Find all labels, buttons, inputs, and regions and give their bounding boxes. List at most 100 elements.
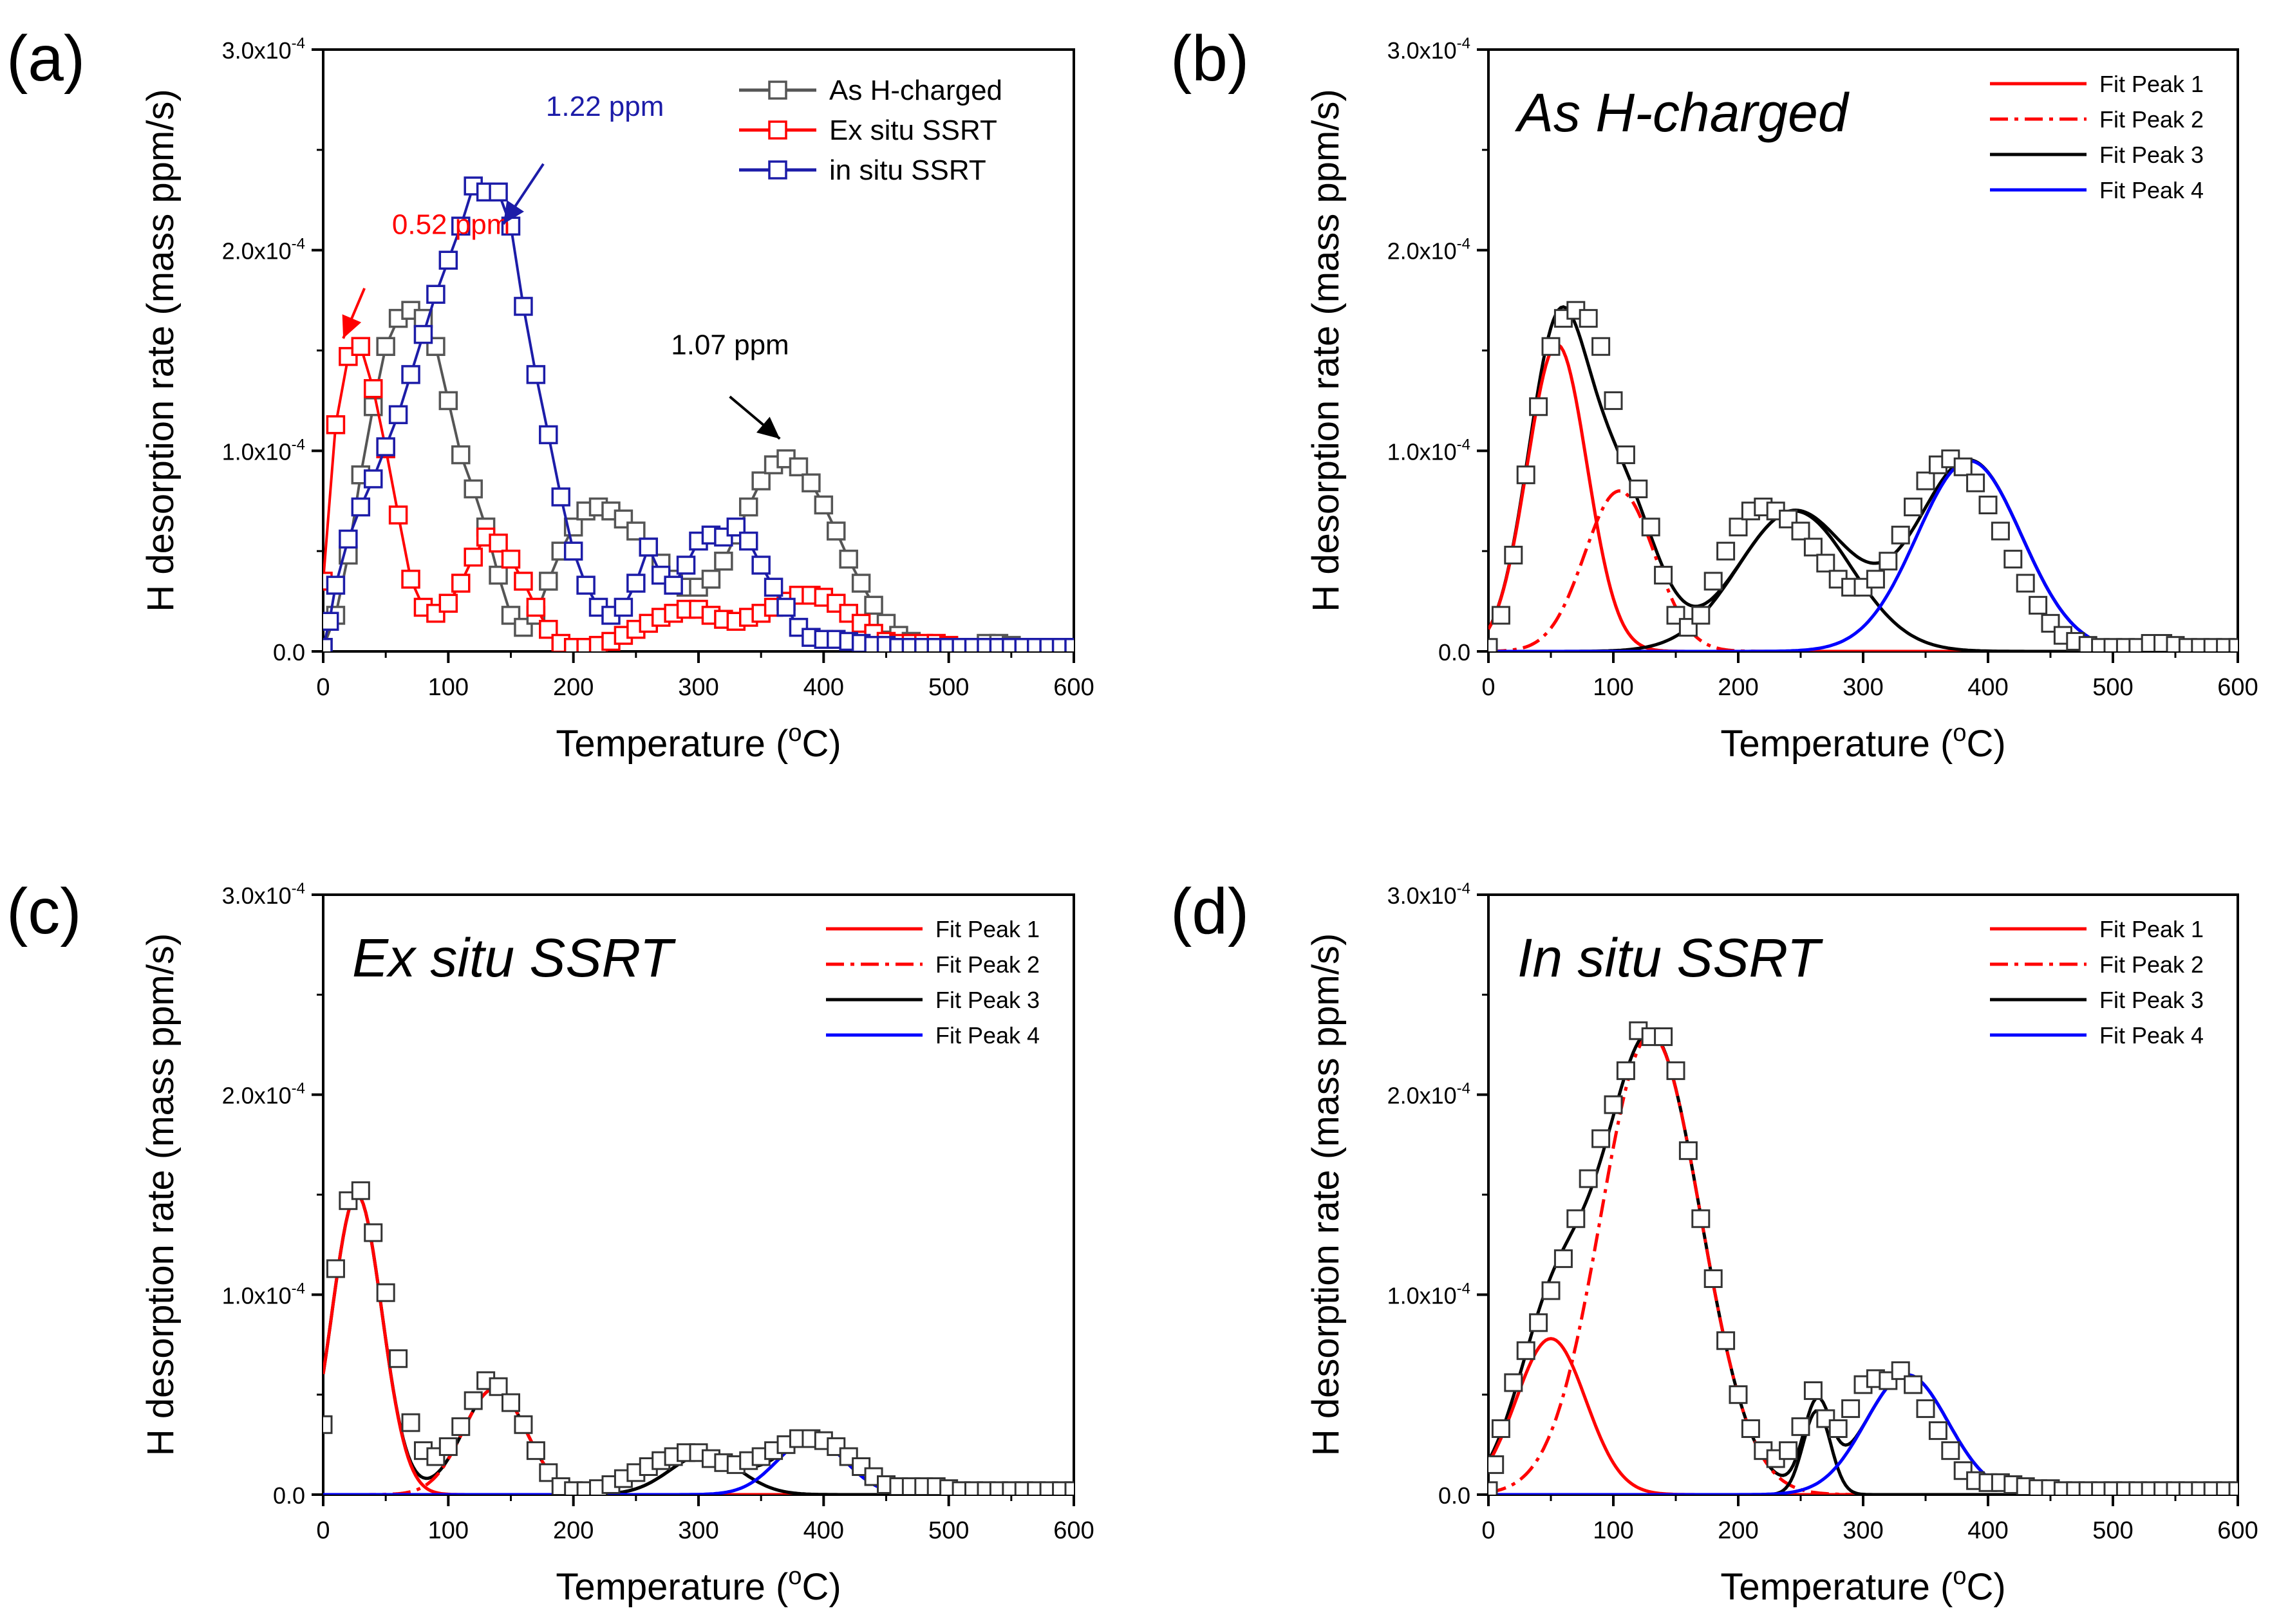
data-point bbox=[1504, 1373, 1523, 1392]
fit-peak-2 bbox=[323, 1387, 1074, 1495]
data-point bbox=[1816, 1409, 1835, 1428]
data-point bbox=[1616, 1061, 1635, 1080]
data-point bbox=[1604, 1095, 1623, 1114]
data-point bbox=[1904, 498, 1923, 517]
data-point bbox=[326, 575, 346, 595]
data-point bbox=[802, 473, 821, 492]
data-point bbox=[323, 1415, 333, 1434]
data-point bbox=[426, 285, 446, 304]
data-point bbox=[714, 552, 733, 571]
data-point bbox=[401, 1413, 420, 1432]
x-axis-title: Temperature (oC) bbox=[1720, 1563, 2005, 1608]
fit-peak-4 bbox=[1488, 459, 2238, 651]
data-point bbox=[1579, 1169, 1598, 1188]
data-point bbox=[489, 565, 508, 585]
data-point bbox=[1629, 480, 1648, 499]
data-point bbox=[1716, 1331, 1736, 1350]
data-point bbox=[514, 1415, 533, 1434]
data-point bbox=[1491, 1419, 1510, 1438]
data-point bbox=[851, 574, 871, 593]
legend-label: Ex situ SSRT bbox=[829, 115, 997, 146]
x-tick-label: 400 bbox=[1967, 674, 2008, 701]
x-tick-label: 300 bbox=[678, 1517, 718, 1544]
data-point bbox=[351, 1181, 370, 1200]
data-point bbox=[451, 216, 471, 236]
data-point bbox=[1529, 1313, 1548, 1332]
y-tick-label: 0.0 bbox=[273, 1482, 305, 1509]
data-point bbox=[1703, 572, 1723, 591]
data-point bbox=[563, 541, 583, 561]
y-axis-title: H desorption rate (mass ppm/s) bbox=[1305, 933, 1347, 1456]
data-point bbox=[1691, 1209, 1711, 1228]
data-point bbox=[1691, 606, 1711, 625]
data-point bbox=[1064, 638, 1074, 651]
panel-0: (a) 0 100 200 300 400 500 600 0.0 1.0x10-4 2.0x10-… bbox=[6, 23, 1094, 765]
data-point bbox=[1553, 1249, 1573, 1268]
y-tick-label: 1.0x10-4 bbox=[1387, 1280, 1470, 1309]
data-point bbox=[323, 638, 333, 651]
data-point bbox=[376, 1283, 395, 1302]
data-point bbox=[339, 529, 358, 549]
legend-label: Fit Peak 1 bbox=[2099, 916, 2204, 942]
legend-marker bbox=[768, 120, 787, 140]
legend-label: Fit Peak 3 bbox=[2099, 987, 2204, 1013]
y-tick-label: 1.0x10-4 bbox=[222, 436, 305, 465]
data-point bbox=[501, 549, 521, 569]
data-point bbox=[1904, 1375, 1923, 1394]
data-point bbox=[1666, 1061, 1685, 1080]
data-point bbox=[827, 521, 846, 541]
x-tick-label: 100 bbox=[428, 1517, 469, 1544]
legend-label: Fit Peak 2 bbox=[935, 951, 1040, 978]
data-point bbox=[388, 505, 408, 525]
data-point bbox=[426, 604, 446, 623]
annotation-arrowhead bbox=[503, 200, 524, 225]
data-point bbox=[1791, 1417, 1810, 1436]
data-point bbox=[1928, 1421, 1947, 1441]
data-point bbox=[751, 555, 771, 575]
data-point bbox=[839, 549, 858, 569]
data-point bbox=[738, 497, 758, 517]
data-point bbox=[1641, 518, 1660, 537]
data-point bbox=[351, 337, 371, 357]
x-tick-label: 300 bbox=[1843, 674, 1883, 701]
data-point bbox=[489, 1377, 508, 1396]
x-tick-label: 100 bbox=[1593, 1517, 1633, 1544]
x-axis-title: Temperature (oC) bbox=[1720, 720, 2005, 765]
data-point bbox=[413, 324, 433, 344]
data-point bbox=[1953, 1461, 1973, 1480]
legend-label: Fit Peak 2 bbox=[2099, 106, 2204, 133]
plot-content bbox=[1488, 1021, 2238, 1495]
data-point bbox=[1591, 337, 1611, 356]
legend-label: Fit Peak 4 bbox=[935, 1022, 1040, 1049]
data-point bbox=[526, 597, 546, 617]
data-point bbox=[1654, 566, 1673, 585]
x-axis-title: Temperature (oC) bbox=[556, 1563, 841, 1608]
data-point bbox=[364, 1223, 383, 1242]
y-axis-title: H desorption rate (mass ppm/s) bbox=[1305, 89, 1347, 611]
x-tick-label: 100 bbox=[428, 674, 469, 701]
panel-2: (c) 0 100 200 300 400 500 600 0.0 1.0x10-4 2.0x10-… bbox=[6, 875, 1094, 1608]
data-point bbox=[1516, 465, 1535, 485]
data-point bbox=[1816, 554, 1835, 573]
data-point bbox=[363, 378, 383, 398]
fit-peak-3 bbox=[1488, 1409, 2238, 1495]
data-point bbox=[614, 597, 633, 617]
data-point bbox=[1953, 457, 1973, 476]
data-point bbox=[1716, 541, 1736, 561]
x-tick-label: 400 bbox=[1967, 1517, 2008, 1544]
x-tick-label: 600 bbox=[1053, 1517, 1094, 1544]
data-point bbox=[388, 405, 408, 424]
data-point bbox=[563, 518, 583, 537]
data-point bbox=[1488, 638, 1498, 651]
x-tick-label: 0 bbox=[1481, 1517, 1495, 1544]
data-point bbox=[664, 575, 683, 595]
x-tick-label: 500 bbox=[2092, 1517, 2133, 1544]
y-tick-label: 3.0x10-4 bbox=[1387, 35, 1470, 64]
data-point bbox=[614, 509, 633, 529]
x-tick-label: 200 bbox=[1718, 674, 1758, 701]
data-point bbox=[626, 521, 646, 541]
data-point bbox=[1488, 1481, 1498, 1495]
data-point bbox=[576, 575, 596, 595]
data-point bbox=[1491, 606, 1510, 625]
y-axis-title: H desorption rate (mass ppm/s) bbox=[140, 89, 182, 611]
